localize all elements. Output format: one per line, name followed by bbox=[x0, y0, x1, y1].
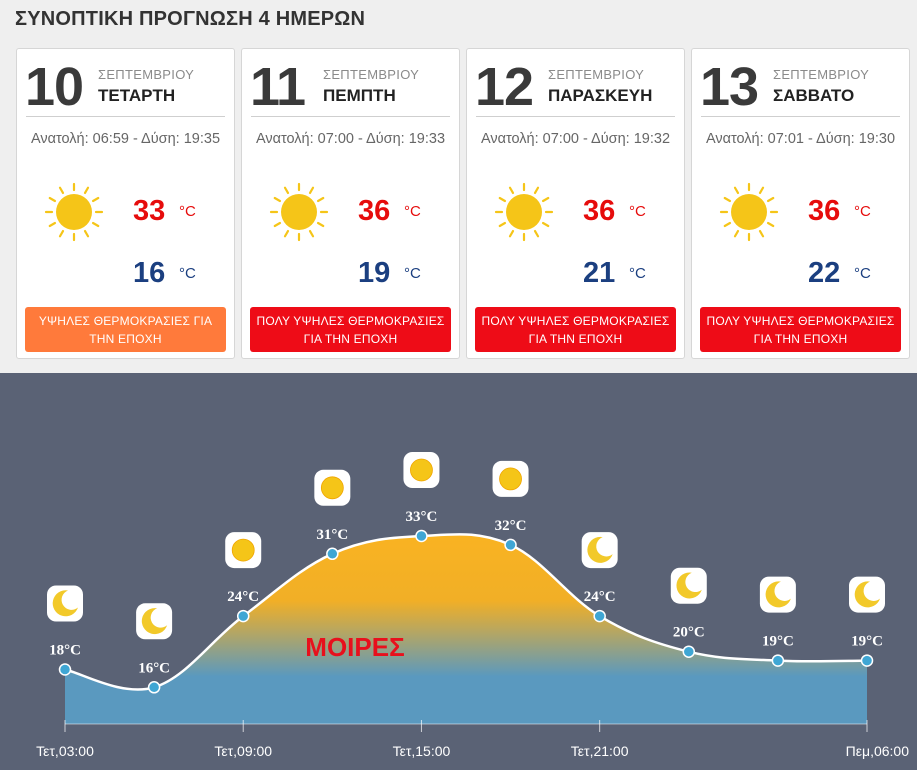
sun-icon bbox=[492, 460, 529, 497]
temperature-label: 16°C bbox=[138, 660, 170, 676]
heat-warning-badge: ΥΨΗΛΕΣ ΘΕΡΜΟΚΡΑΣΙΕΣ ΓΙΑ ΤΗΝ ΕΠΟΧΗ bbox=[25, 307, 226, 352]
temperature-label: 31°C bbox=[316, 527, 348, 543]
x-tick-label: Τετ,15:00 bbox=[393, 743, 451, 759]
min-temp: 19 bbox=[358, 257, 391, 289]
data-point[interactable] bbox=[593, 609, 606, 623]
max-temp: 36 bbox=[358, 195, 391, 227]
heat-warning-badge: ΠΟΛΥ ΥΨΗΛΕΣ ΘΕΡΜΟΚΡΑΣΙΕΣ ΓΙΑ ΤΗΝ ΕΠΟΧΗ bbox=[700, 307, 901, 352]
day-number: 12 bbox=[475, 57, 534, 117]
sun-icon bbox=[225, 532, 262, 569]
temperature-line bbox=[64, 533, 868, 691]
hourly-temperature-chart: Τετ,03:00 Τετ,09:00 Τετ,15:00 Τετ,21:00 Πεμ,… bbox=[0, 373, 917, 770]
temperature-label: 32°C bbox=[495, 518, 527, 534]
page-title: ΣΥΝΟΠΤΙΚΗ ΠΡΟΓΝΩΣΗ 4 ΗΜΕΡΩΝ bbox=[15, 8, 366, 30]
data-point[interactable] bbox=[860, 654, 874, 667]
day-card[interactable]: 11 ΣΕΠΤΕΜΒΡΙΟΥ ΠΕΜΠΤΗ Ανατολή: 07:00 - Δ… bbox=[241, 48, 460, 359]
data-point[interactable] bbox=[147, 681, 161, 694]
sun-icon bbox=[44, 182, 104, 242]
divider bbox=[476, 116, 675, 117]
weekday-label: ΠΑΡΑΣΚΕΥΗ bbox=[548, 86, 653, 105]
max-temp-unit: °C bbox=[854, 203, 871, 220]
sun-icon bbox=[494, 182, 554, 242]
sunrise-sunset: Ανατολή: 07:00 - Δύση: 19:32 bbox=[480, 131, 671, 147]
temperature-label: 24°C bbox=[584, 589, 616, 605]
month-label: ΣΕΠΤΕΜΒΡΙΟΥ bbox=[98, 67, 195, 82]
day-number: 10 bbox=[25, 57, 84, 117]
day-number: 13 bbox=[700, 57, 759, 117]
data-point[interactable] bbox=[58, 663, 72, 676]
day-card[interactable]: 13 ΣΕΠΤΕΜΒΡΙΟΥ ΣΑΒΒΑΤΟ Ανατολή: 07:01 - … bbox=[691, 48, 910, 359]
data-point[interactable] bbox=[326, 547, 339, 561]
watermark-text: ΜΟΙΡΕΣ bbox=[305, 632, 404, 662]
divider bbox=[251, 116, 450, 117]
data-point[interactable] bbox=[504, 538, 517, 552]
moon-icon bbox=[759, 576, 796, 613]
x-tick-label: Τετ,09:00 bbox=[214, 743, 272, 759]
temperature-label: 19°C bbox=[851, 634, 883, 650]
moon-icon bbox=[849, 576, 885, 613]
day-card[interactable]: 12 ΣΕΠΤΕΜΒΡΙΟΥ ΠΑΡΑΣΚΕΥΗ Ανατολή: 07:00 … bbox=[466, 48, 685, 359]
temperature-label: 19°C bbox=[762, 634, 794, 650]
moon-icon bbox=[581, 532, 618, 569]
min-temp: 21 bbox=[583, 257, 616, 289]
day-number: 11 bbox=[250, 57, 306, 117]
max-temp-unit: °C bbox=[629, 203, 646, 220]
min-temp: 16 bbox=[133, 257, 166, 289]
data-point[interactable] bbox=[236, 609, 250, 623]
min-temp-unit: °C bbox=[404, 265, 421, 282]
min-temp: 22 bbox=[808, 257, 841, 289]
sun-icon bbox=[719, 182, 779, 242]
sun-icon bbox=[269, 182, 329, 242]
x-tick-label: Τετ,21:00 bbox=[571, 743, 629, 759]
max-temp-unit: °C bbox=[404, 203, 421, 220]
max-temp: 36 bbox=[583, 195, 616, 227]
temperature-label: 33°C bbox=[406, 509, 438, 525]
weekday-label: ΠΕΜΠΤΗ bbox=[323, 86, 396, 105]
divider bbox=[701, 116, 900, 117]
data-point[interactable] bbox=[415, 529, 428, 543]
sun-icon bbox=[314, 469, 351, 506]
month-label: ΣΕΠΤΕΜΒΡΙΟΥ bbox=[548, 67, 645, 82]
max-temp: 33 bbox=[133, 195, 166, 227]
min-temp-unit: °C bbox=[179, 265, 196, 282]
temperature-label: 18°C bbox=[49, 643, 81, 659]
forecast-cards: 10 ΣΕΠΤΕΜΒΡΙΟΥ ΤΕΤΑΡΤΗ Ανατολή: 06:59 - … bbox=[16, 48, 910, 360]
max-temp-unit: °C bbox=[179, 203, 196, 220]
month-label: ΣΕΠΤΕΜΒΡΙΟΥ bbox=[323, 67, 420, 82]
chart-canvas: Τετ,03:00 Τετ,09:00 Τετ,15:00 Τετ,21:00 Πεμ,… bbox=[36, 452, 910, 759]
weekday-label: ΤΕΤΑΡΤΗ bbox=[98, 86, 176, 105]
data-point[interactable] bbox=[682, 645, 696, 658]
min-temp-unit: °C bbox=[854, 265, 871, 282]
sun-icon bbox=[403, 452, 440, 488]
sunrise-sunset: Ανατολή: 07:00 - Δύση: 19:33 bbox=[255, 131, 446, 147]
sunrise-sunset: Ανατολή: 07:01 - Δύση: 19:30 bbox=[705, 131, 896, 147]
moon-icon bbox=[47, 585, 83, 622]
temperature-label: 20°C bbox=[673, 625, 705, 641]
sunrise-sunset: Ανατολή: 06:59 - Δύση: 19:35 bbox=[30, 131, 221, 147]
moon-icon bbox=[670, 567, 707, 604]
divider bbox=[26, 116, 225, 117]
moon-icon bbox=[136, 603, 173, 640]
month-label: ΣΕΠΤΕΜΒΡΙΟΥ bbox=[773, 67, 870, 82]
day-card[interactable]: 10 ΣΕΠΤΕΜΒΡΙΟΥ ΤΕΤΑΡΤΗ Ανατολή: 06:59 - … bbox=[16, 48, 235, 359]
x-tick-label: Τετ,03:00 bbox=[36, 743, 94, 759]
min-temp-unit: °C bbox=[629, 265, 646, 282]
heat-warning-badge: ΠΟΛΥ ΥΨΗΛΕΣ ΘΕΡΜΟΚΡΑΣΙΕΣ ΓΙΑ ΤΗΝ ΕΠΟΧΗ bbox=[475, 307, 676, 352]
temperature-area bbox=[65, 534, 867, 724]
data-point[interactable] bbox=[771, 654, 785, 667]
x-tick-label: Πεμ,06:00 bbox=[846, 743, 910, 759]
weekday-label: ΣΑΒΒΑΤΟ bbox=[773, 86, 855, 105]
max-temp: 36 bbox=[808, 195, 841, 227]
heat-warning-badge: ΠΟΛΥ ΥΨΗΛΕΣ ΘΕΡΜΟΚΡΑΣΙΕΣ ΓΙΑ ΤΗΝ ΕΠΟΧΗ bbox=[250, 307, 451, 352]
temperature-label: 24°C bbox=[227, 589, 259, 605]
